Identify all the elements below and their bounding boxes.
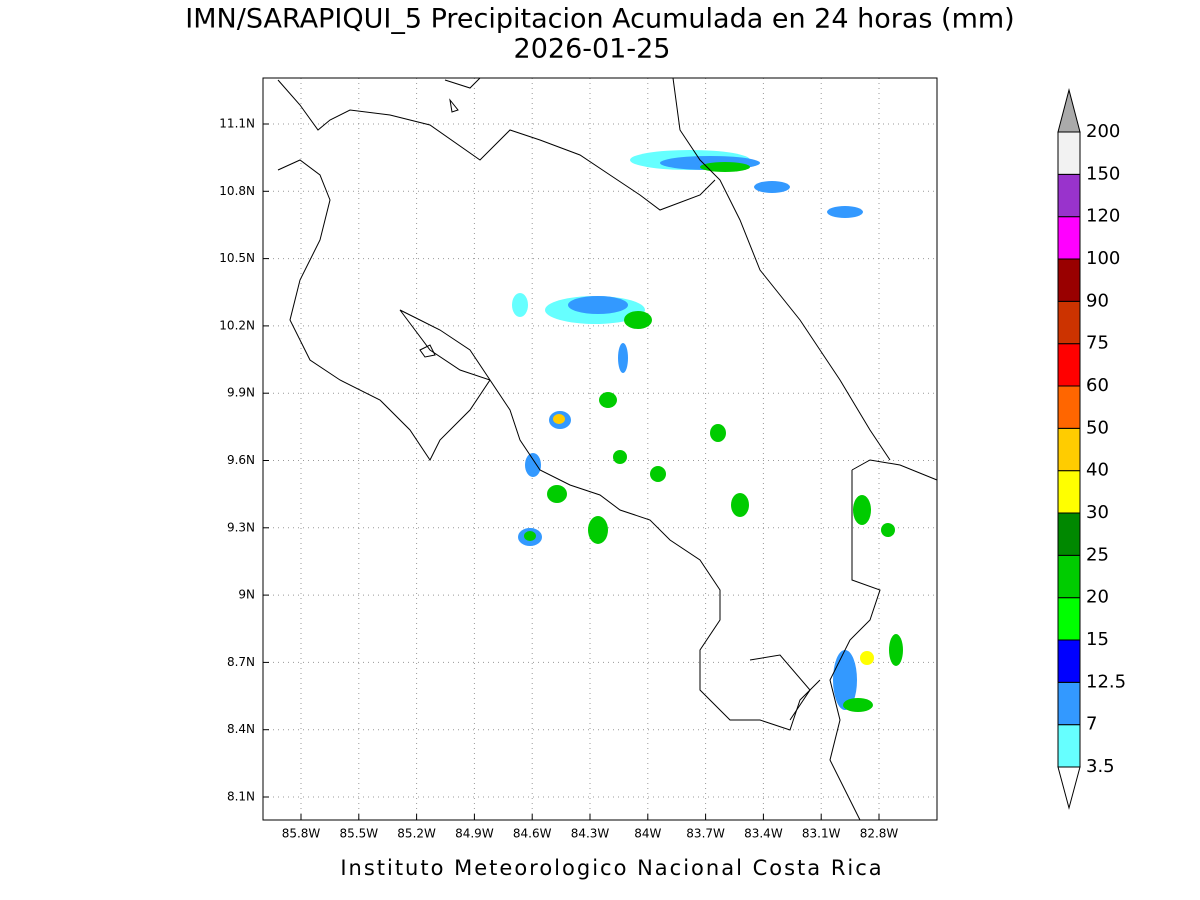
y-tick-label: 10.8N (219, 184, 255, 198)
colorbar-label: 15 (1086, 629, 1109, 650)
x-tick-label: 82.8W (860, 827, 899, 841)
colorbar-label: 3.5 (1086, 756, 1115, 777)
x-tick-label: 85.8W (282, 827, 321, 841)
axes: 85.8W 85.5W 85.2W 84.9W 84.6W 84.3W 84W 83.7W 83… (219, 117, 898, 841)
colorbar-band (1057, 258, 1081, 302)
x-tick-label: 83.4W (744, 827, 783, 841)
x-tick-label: 83.1W (802, 827, 841, 841)
y-tick-label: 10.2N (219, 318, 255, 332)
colorbar-band (1057, 554, 1081, 599)
x-tick-label: 84W (634, 827, 661, 841)
x-tick-label: 84.6W (513, 827, 552, 841)
colorbar-label: 150 (1086, 163, 1120, 184)
coastline (277, 77, 938, 821)
colorbar-band (1057, 427, 1081, 472)
colorbar-label: 50 (1086, 417, 1109, 438)
colorbar-band (1057, 131, 1081, 175)
colorbar-band (1057, 385, 1081, 429)
colorbar-label: 120 (1086, 206, 1120, 227)
colorbar-label: 7 (1086, 714, 1097, 735)
colorbar-label: 90 (1086, 290, 1109, 311)
y-tick-label: 8.7N (227, 655, 255, 669)
x-tick-label: 85.2W (397, 827, 436, 841)
colorbar-label: 200 (1086, 121, 1120, 142)
subtitle: 2026-01-25 (514, 34, 671, 65)
y-tick-label: 9.6N (227, 453, 255, 467)
x-tick-label: 84.9W (455, 827, 494, 841)
colorbar-band (1057, 173, 1081, 218)
colorbar-band (1057, 470, 1081, 514)
y-tick-label: 9.3N (227, 520, 255, 534)
precipitation (512, 150, 903, 712)
colorbar-band (1057, 343, 1081, 387)
y-tick-label: 9N (238, 588, 255, 602)
colorbar-band (1057, 512, 1081, 556)
colorbar-label: 12.5 (1086, 671, 1126, 692)
colorbar-under (1057, 766, 1081, 810)
y-tick-label: 8.1N (227, 790, 255, 804)
colorbar-label: 100 (1086, 248, 1120, 269)
colorbar-band (1057, 300, 1081, 345)
footer: Instituto Meteorologico Nacional Costa R… (340, 856, 883, 880)
map-frame (262, 77, 938, 821)
y-tick-label: 8.4N (227, 722, 255, 736)
y-tick-label: 10.5N (219, 251, 255, 265)
colorbar-over (1057, 88, 1081, 133)
colorbar: 3.5 7 12.5 15 20 25 30 40 50 60 75 90 100 120 150 200 (1057, 88, 1126, 810)
colorbar-label: 75 (1086, 333, 1109, 354)
colorbar-band (1057, 681, 1081, 726)
y-tick-label: 9.9N (227, 386, 255, 400)
colorbar-band (1057, 724, 1081, 768)
x-tick-label: 85.5W (340, 827, 379, 841)
colorbar-band (1057, 597, 1081, 641)
colorbar-label: 60 (1086, 375, 1109, 396)
x-tick-label: 83.7W (686, 827, 725, 841)
grid (263, 78, 937, 820)
colorbar-band (1057, 216, 1081, 260)
colorbar-label: 30 (1086, 502, 1109, 523)
title: IMN/SARAPIQUI_5 Precipitacion Acumulada … (185, 4, 1014, 35)
colorbar-band (1057, 639, 1081, 683)
colorbar-label: 20 (1086, 587, 1109, 608)
y-tick-label: 11.1N (219, 117, 255, 131)
x-tick-label: 84.3W (571, 827, 610, 841)
colorbar-label: 40 (1086, 460, 1109, 481)
colorbar-label: 25 (1086, 544, 1109, 565)
